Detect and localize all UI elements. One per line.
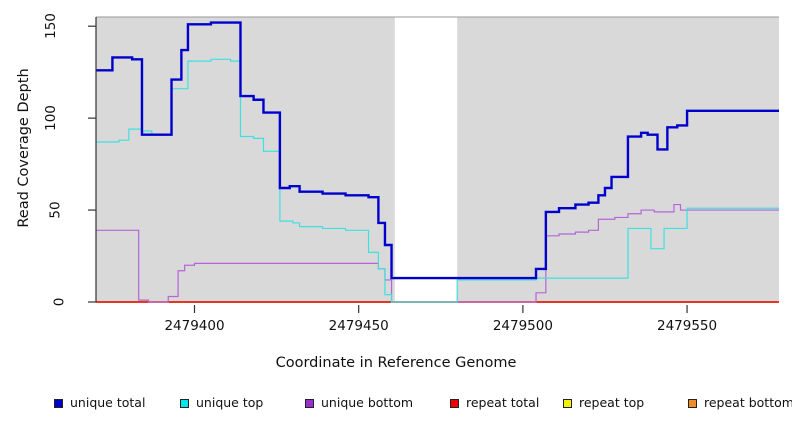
y-tick-label: 50 — [47, 201, 64, 219]
legend-item-unique-top[interactable]: unique top — [180, 396, 263, 410]
y-tick-label: 150 — [43, 13, 60, 40]
panel-background-right — [457, 17, 779, 302]
x-tick-label: 2479550 — [656, 318, 718, 334]
x-tick-label: 2479450 — [328, 318, 389, 334]
series-line-unique-total — [96, 21, 779, 280]
legend-item-repeat-bottom[interactable]: repeat bottom — [688, 396, 792, 410]
legend-label: unique total — [70, 395, 146, 410]
legend-swatch-icon — [54, 398, 63, 408]
legend-item-unique-total[interactable]: unique total — [54, 396, 145, 410]
legend-label: repeat total — [466, 395, 540, 410]
legend-swatch-icon — [305, 398, 314, 408]
y-axis-title: Read Coverage Depth — [16, 68, 32, 228]
legend-item-repeat-total[interactable]: repeat total — [450, 396, 539, 410]
y-tick-label: 0 — [51, 297, 68, 307]
panel-background-left — [96, 17, 395, 302]
x-tick-label: 2479500 — [492, 318, 553, 334]
legend-label: repeat bottom — [704, 395, 792, 410]
x-axis-title: Coordinate in Reference Genome — [275, 355, 517, 371]
series-line-unique-bottom — [96, 203, 779, 303]
x-tick-label: 2479400 — [164, 318, 225, 334]
legend-item-repeat-top[interactable]: repeat top — [563, 396, 644, 410]
legend-swatch-icon — [688, 398, 697, 408]
legend-item-unique-bottom[interactable]: unique bottom — [305, 396, 413, 410]
legend-swatch-icon — [180, 398, 189, 408]
legend-label: repeat top — [579, 395, 645, 410]
legend-label: unique bottom — [321, 395, 414, 410]
legend-swatch-icon — [450, 398, 459, 408]
legend-swatch-icon — [563, 398, 572, 408]
chart-legend: unique total unique top unique bottom repea… — [0, 396, 792, 420]
y-tick-label: 100 — [43, 105, 60, 132]
legend-label: unique top — [196, 395, 264, 410]
